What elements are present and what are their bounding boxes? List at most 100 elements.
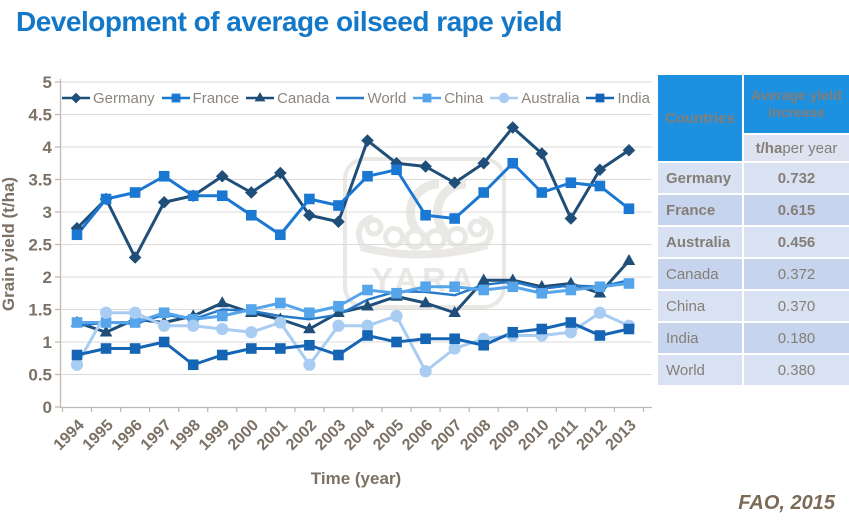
data-point-china-2004: [362, 284, 373, 296]
legend-item-canada: Canada: [246, 90, 330, 107]
data-point-germany-2003: [332, 215, 345, 229]
y-tick-label: 5: [43, 73, 52, 92]
data-point-china-1994: [71, 317, 83, 328]
data-point-canada-2007: [448, 305, 461, 318]
x-tick-label: 2006: [399, 417, 436, 454]
table-row-value-india: 0.180: [744, 323, 849, 353]
data-point-india-2005: [391, 336, 402, 348]
table-row-value-canada: 0.372: [744, 259, 849, 289]
y-tick-label: 3.5: [28, 171, 52, 190]
data-point-china-1997: [158, 307, 170, 319]
table-row-value-germany: 0.732: [744, 163, 849, 193]
x-tick-label: 2011: [545, 417, 582, 454]
data-point-france-2008: [478, 187, 489, 198]
legend-item-australia: Australia: [490, 90, 580, 107]
x-tick-label: 1999: [196, 417, 233, 454]
x-tick-label: 1994: [51, 417, 88, 454]
data-point-france-2002: [304, 193, 315, 205]
legend-item-china: China: [413, 90, 483, 107]
data-point-germany-2001: [274, 166, 287, 180]
x-tick-label: 2001: [254, 417, 291, 454]
data-point-germany-1996: [128, 251, 142, 264]
data-point-australia-2007: [448, 342, 461, 355]
data-point-france-2001: [275, 229, 286, 241]
table-row-value-france: 0.615: [744, 195, 849, 225]
legend-label: China: [444, 89, 484, 107]
data-point-canada-1999: [215, 296, 229, 308]
germany-marker-glyph: [70, 92, 82, 104]
y-tick-label: 3: [43, 203, 52, 222]
data-point-france-2013: [623, 203, 635, 215]
data-point-canada-2006: [419, 296, 432, 308]
data-point-china-2011: [565, 284, 577, 296]
data-point-canada-2008: [477, 273, 490, 285]
y-tick-label: 0.5: [28, 366, 52, 385]
x-tick-labels: 1994199519961997199819992000200120022003…: [51, 417, 640, 454]
data-point-france-2006: [420, 209, 431, 221]
data-point-australia-1998: [187, 319, 200, 332]
y-tick-label: 1.5: [28, 301, 52, 320]
data-point-germany-2011: [564, 212, 578, 225]
india-marker-icon: [586, 93, 615, 103]
australia-marker-glyph: [499, 92, 510, 104]
australia-marker-icon: [490, 92, 519, 104]
data-point-france-2009: [507, 157, 519, 169]
x-tick-label: 2013: [603, 417, 640, 454]
page-title: Development of average oilseed rape yiel…: [16, 6, 562, 37]
table-row-country-world: World: [658, 355, 742, 385]
y-tick-label: 4.5: [28, 106, 52, 125]
data-point-australia-2004: [361, 319, 374, 332]
data-point-canada-1995: [99, 325, 113, 337]
legend-label: Canada: [277, 89, 330, 107]
table-row-value-australia: 0.456: [744, 227, 849, 257]
data-point-france-1994: [71, 229, 83, 241]
data-point-france-2012: [594, 180, 606, 192]
axes: [59, 79, 652, 409]
data-point-china-2007: [449, 281, 460, 293]
x-tick-label: 1996: [109, 417, 146, 454]
canada-marker-glyph: [254, 92, 266, 102]
world-marker-icon: [336, 96, 365, 100]
france-marker-glyph: [171, 93, 180, 103]
france-marker-icon: [161, 93, 190, 103]
data-point-india-2002: [304, 339, 315, 351]
series-line-world: [76, 279, 630, 327]
data-point-germany-2012: [593, 163, 607, 177]
table-row-country-canada: Canada: [658, 259, 742, 289]
x-tick-label: 2010: [515, 417, 552, 454]
data-point-china-2008: [478, 284, 489, 296]
y-tick-label: 0: [43, 398, 52, 417]
data-point-france-1995: [100, 193, 112, 205]
data-point-france-1998: [187, 190, 199, 202]
axis-ticks: [55, 81, 645, 412]
china-marker-icon: [413, 93, 442, 103]
table-header-countries: Countries: [658, 75, 742, 161]
data-point-india-1996: [129, 343, 141, 354]
x-tick-label: 2012: [574, 417, 611, 454]
data-point-france-2007: [449, 213, 460, 224]
table-row-value-world: 0.380: [744, 355, 849, 385]
table-row-country-germany: Germany: [658, 163, 742, 193]
data-point-china-1996: [129, 317, 141, 328]
table-row-country-india: India: [658, 323, 742, 353]
data-point-france-1996: [129, 187, 141, 198]
x-tick-label: 2005: [370, 417, 407, 454]
table-row-country-france: France: [658, 195, 742, 225]
source-citation: FAO, 2015: [738, 492, 835, 514]
data-point-india-1997: [158, 336, 170, 348]
y-tick-label: 2.5: [28, 236, 52, 255]
y-tick-label: 2: [43, 268, 52, 287]
data-point-china-2003: [333, 300, 344, 312]
data-point-france-1999: [216, 190, 228, 202]
table-row-country-australia: Australia: [658, 227, 742, 257]
y-tick-label: 4: [43, 138, 53, 157]
data-point-australia-1997: [158, 319, 171, 332]
data-point-canada-2002: [303, 322, 316, 334]
table-unit-cell: t/ha per year: [744, 135, 849, 161]
x-tick-label: 1997: [138, 417, 175, 454]
legend-item-india: India: [586, 90, 650, 107]
data-point-australia-1996: [129, 306, 142, 319]
chart-legend: Germany France Canada World China Australia In…: [62, 89, 650, 107]
data-point-germany-2013: [622, 143, 636, 157]
